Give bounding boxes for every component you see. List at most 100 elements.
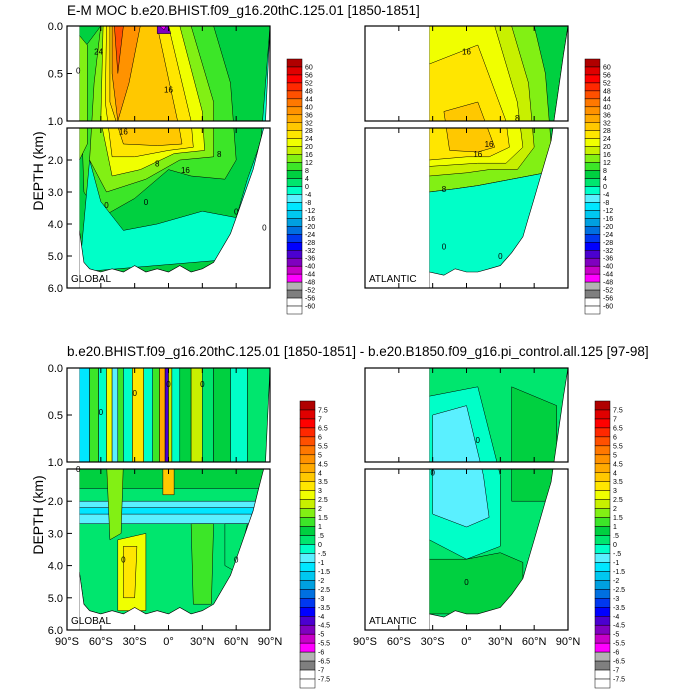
colorbar-tick-label: -24 xyxy=(603,232,613,239)
colorbar-swatch xyxy=(286,305,303,315)
colorbar-tick-label: -4 xyxy=(603,192,609,199)
colorbar-tick-label: 40 xyxy=(305,104,313,111)
contour-label: 0 xyxy=(99,408,104,417)
colorbar-tick-label: 24 xyxy=(603,136,611,143)
colorbar-tick-label: 4 xyxy=(603,176,607,183)
panel-bottom-right: ATLANTIC 90°S 60°S 30°S 0° 30°N 60°N 90°N 0 0 0 xyxy=(353,367,580,648)
colorbar-swatch xyxy=(299,544,316,554)
colorbar-tick-label: -12 xyxy=(305,208,315,215)
colorbar-tick-label: -28 xyxy=(305,240,315,247)
colorbar-swatch xyxy=(594,607,611,617)
colorbar-swatch xyxy=(286,186,303,195)
colorbar-swatch xyxy=(286,297,303,307)
x-tick-label: 0° xyxy=(163,636,174,648)
colorbar-swatch xyxy=(594,400,611,411)
colorbar-tick-label: 56 xyxy=(603,72,611,79)
y-tick-label: 5.0 xyxy=(48,251,63,263)
colorbar-tick-label: -20 xyxy=(305,224,315,231)
colorbar-tick-label: -5.5 xyxy=(318,641,330,648)
colorbar-swatch xyxy=(299,481,316,491)
colorbar-tick-label: -7.5 xyxy=(318,677,330,684)
colorbar-swatch xyxy=(299,427,316,438)
land-mask xyxy=(67,368,80,630)
colorbar-tick-label: -5.5 xyxy=(613,641,625,648)
colorbar-tick-label: 5.5 xyxy=(613,443,623,450)
y-tick-label: 1.0 xyxy=(48,116,63,128)
contour-label: 0 xyxy=(166,380,171,389)
colorbar-tick-label: -32 xyxy=(305,248,315,255)
colorbar-swatch xyxy=(594,427,611,438)
colorbar-swatch xyxy=(594,472,611,482)
contour-label: 0 xyxy=(132,389,137,398)
contour-region xyxy=(132,368,144,463)
colorbar-swatch xyxy=(584,194,601,203)
colorbar-swatch xyxy=(286,250,303,259)
colorbar-tick-label: 52 xyxy=(305,80,313,87)
colorbar-tick-label: -7.5 xyxy=(613,677,625,684)
colorbar-tick-label: 3 xyxy=(613,488,617,495)
colorbar-tick-label: 60 xyxy=(603,64,611,71)
colorbar-swatch xyxy=(584,305,601,315)
contour-region xyxy=(152,368,160,463)
colorbar-swatch xyxy=(299,633,316,644)
colorbar-tick-label: -.5 xyxy=(318,551,326,558)
colorbar-tick-label: 0 xyxy=(318,542,322,549)
contour-region xyxy=(114,26,124,74)
colorbar-swatch xyxy=(584,154,601,163)
colorbar-tick-label: -4.5 xyxy=(318,623,330,630)
colorbar-tick-label: -48 xyxy=(603,280,613,287)
contour-label: 0 xyxy=(442,243,447,252)
contour-label: 0 xyxy=(464,578,469,587)
colorbar-swatch xyxy=(594,454,611,465)
colorbar-swatch xyxy=(299,669,316,680)
colorbar-swatch xyxy=(299,616,316,626)
colorbar-tick-label: -36 xyxy=(603,256,613,263)
colorbar-swatch xyxy=(299,463,316,473)
colorbar-swatch xyxy=(584,114,601,123)
y-tick-label: 2.0 xyxy=(48,496,63,508)
colorbar-swatch xyxy=(299,624,316,635)
colorbar-left-top: 60565248444036322824201612840-4-8-12-16-… xyxy=(286,58,315,315)
contour-region xyxy=(190,523,214,605)
contour-region xyxy=(79,34,88,161)
contour-region xyxy=(230,368,248,463)
chart-title: E-M MOC b.e20.BHIST.f09_g16.20thC.125.01… xyxy=(67,3,420,18)
colorbar-swatch xyxy=(594,517,611,527)
colorbar-swatch xyxy=(286,234,303,243)
contour-region xyxy=(162,461,175,496)
contour-region xyxy=(171,368,181,463)
colorbar-swatch xyxy=(299,499,316,509)
basin-label: ATLANTIC xyxy=(369,616,417,627)
colorbar-tick-label: 4 xyxy=(305,176,309,183)
colorbar-swatch xyxy=(584,138,601,147)
colorbar-tick-label: 44 xyxy=(603,96,611,103)
colorbar-swatch xyxy=(594,633,611,644)
colorbar-swatch xyxy=(299,472,316,482)
colorbar-tick-label: -5 xyxy=(613,632,619,639)
colorbar-tick-label: 40 xyxy=(603,104,611,111)
contour-label: 0 xyxy=(430,468,435,477)
colorbar-swatch xyxy=(286,281,303,291)
x-tick-label: 90°S xyxy=(353,636,377,648)
contour-region xyxy=(89,368,99,463)
y-tick-label: 6.0 xyxy=(48,625,63,637)
colorbars: 60565248444036322824201612840-4-8-12-16-… xyxy=(286,58,625,689)
contour-region xyxy=(213,368,231,463)
contour-region xyxy=(106,368,113,463)
colorbar-swatch xyxy=(584,226,601,235)
colorbar-swatch xyxy=(286,106,303,116)
panel-bottom-left: GLOBAL 0.0 0.5 1.0 2.0 3.0 4.0 5.0 6.090°S 60°S 30… xyxy=(48,363,283,648)
colorbar-tick-label: 4 xyxy=(613,470,617,477)
colorbar-swatch xyxy=(584,281,601,291)
colorbar-tick-label: -20 xyxy=(603,224,613,231)
colorbar-swatch xyxy=(286,210,303,219)
colorbar-swatch xyxy=(286,82,303,92)
colorbar-tick-label: 24 xyxy=(305,136,313,143)
contour-label: 0 xyxy=(200,380,205,389)
colorbar-swatch xyxy=(594,526,611,536)
contour-label: 0 xyxy=(234,555,239,564)
colorbar-tick-label: 60 xyxy=(305,64,313,71)
colorbar-swatch xyxy=(299,651,316,662)
colorbar-tick-label: 0 xyxy=(603,184,607,191)
